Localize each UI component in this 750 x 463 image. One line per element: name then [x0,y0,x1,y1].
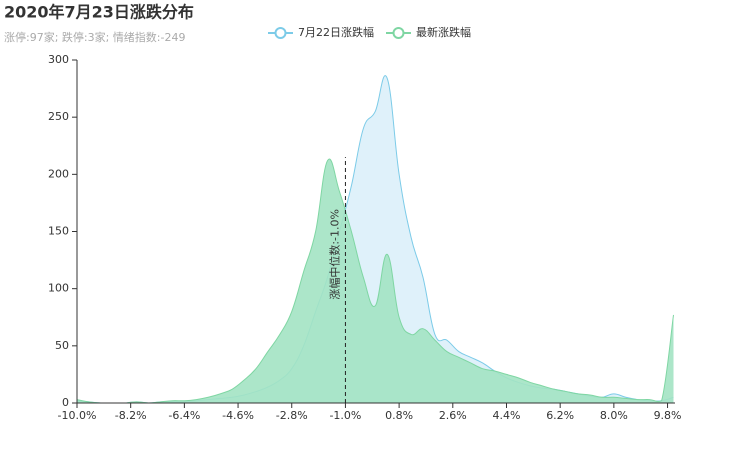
y-tick-label: 250 [48,110,69,123]
x-tick-label: 9.8% [654,409,682,422]
x-tick-label: -8.2% [115,409,147,422]
y-tick-label: 150 [48,225,69,238]
x-tick-label: -10.0% [58,409,97,422]
area-fill [77,75,674,404]
x-tick-label: 6.2% [546,409,574,422]
area-line [76,158,675,404]
chart-subtitle: 涨停:97家; 跌停:3家; 情绪指数:-249 [4,30,185,44]
x-tick-label: -6.4% [168,409,200,422]
y-tick-label: 50 [55,339,69,352]
x-tick-label: -4.6% [222,409,254,422]
legend-icon [392,27,405,39]
y-tick-label: 0 [62,396,69,409]
y-tick-label: 300 [48,53,69,66]
legend-label: 7月22日涨跌幅 [298,25,374,39]
y-tick-label: 100 [48,282,69,295]
x-tick-label: -2.8% [276,409,308,422]
legend-label: 最新涨跌幅 [416,25,471,39]
x-tick-label: 2.6% [439,409,467,422]
x-tick-label: -1.0% [329,409,361,422]
median-label: 涨幅中位数:-1.0% [327,209,341,300]
x-tick-label: 4.4% [493,409,521,422]
y-tick-label: 200 [48,167,69,180]
chart-title: 2020年7月23日涨跌分布 [4,3,194,22]
x-tick-label: 8.0% [600,409,628,422]
legend-icon [274,27,287,39]
area-fill [77,159,674,403]
x-tick-label: 0.8% [385,409,413,422]
